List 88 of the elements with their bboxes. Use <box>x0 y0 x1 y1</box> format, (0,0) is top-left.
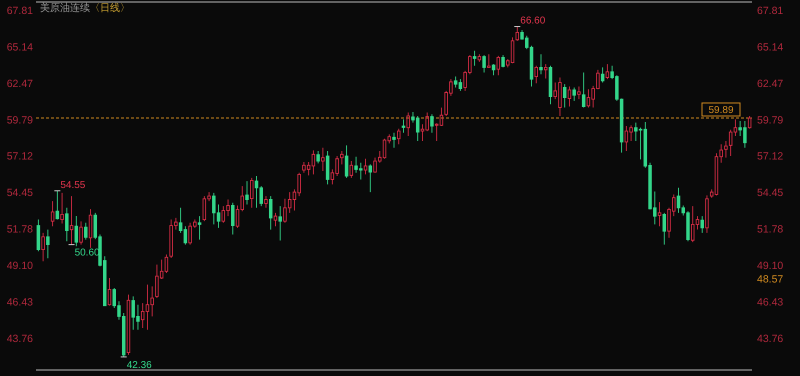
y2-tick-label: 59.79 <box>757 114 784 126</box>
candlestick <box>126 294 130 356</box>
ref-line-label: 59.89 <box>708 104 734 116</box>
candlestick <box>41 232 45 262</box>
candlestick <box>198 216 202 240</box>
y2-tick-label: 51.78 <box>757 224 784 236</box>
candlestick <box>65 207 69 242</box>
y-tick-label: 46.43 <box>6 296 34 308</box>
candlestick <box>50 200 54 227</box>
candlestick <box>406 112 410 136</box>
candlestick <box>56 190 60 220</box>
candlestick <box>274 212 278 227</box>
y-tick-label: 57.12 <box>6 150 34 163</box>
y2-tick-label: 62.47 <box>757 78 784 90</box>
candlestick <box>572 87 576 102</box>
candlestick <box>108 278 112 306</box>
y-tick-label: 59.79 <box>6 114 34 126</box>
annotation: 54.55 <box>60 180 86 191</box>
candlestick <box>705 194 709 234</box>
candlestick <box>577 86 581 100</box>
candlestick <box>700 216 704 234</box>
candlestick <box>350 160 354 178</box>
candlestick <box>70 196 74 246</box>
candlestick <box>268 196 272 230</box>
candlestick <box>344 144 348 178</box>
y-tick-label: 54.45 <box>6 187 34 200</box>
y-tick-label: 65.14 <box>6 41 34 54</box>
candlestick <box>662 212 666 246</box>
candlestick <box>600 66 604 83</box>
candlestick <box>501 54 505 68</box>
candlestick <box>264 196 268 208</box>
y2-tick-label: 65.14 <box>757 41 784 54</box>
y2-tick-label: 57.12 <box>757 150 784 163</box>
text: 48.57 <box>757 273 784 286</box>
y-tick-label: 49.10 <box>6 260 34 272</box>
candlestick <box>430 114 434 134</box>
candlestick <box>60 192 64 224</box>
chart-subtitle: 〈日线〉 <box>90 2 130 14</box>
candlestick <box>368 164 372 193</box>
candlestick <box>487 54 491 68</box>
candlestick <box>250 177 254 208</box>
y-tick-label: 67.81 <box>6 5 34 18</box>
candlestick <box>582 72 586 108</box>
candlestick <box>562 84 566 108</box>
candlestick <box>606 64 610 80</box>
candlestick <box>482 54 486 73</box>
candlestick <box>492 64 496 76</box>
candlestick <box>278 206 282 241</box>
candlestick <box>321 147 325 172</box>
candlestick <box>340 150 344 165</box>
annotation: 42.36 <box>126 360 152 371</box>
candlestick <box>748 115 752 130</box>
candlestick <box>548 65 552 105</box>
candlestick <box>326 150 330 185</box>
y2-tick-label: 67.81 <box>757 5 784 18</box>
candlestick <box>534 65 538 84</box>
annotation: 66.60 <box>520 16 546 27</box>
candlestick <box>496 55 500 76</box>
candlestick <box>568 86 572 107</box>
y-tick-label: 51.78 <box>6 224 34 236</box>
y-tick-label: 62.47 <box>6 78 34 90</box>
candlestick <box>539 54 543 75</box>
candlestick <box>364 158 368 175</box>
y2-tick-label: 43.76 <box>757 332 784 345</box>
chart-title: 美原油连续 <box>40 2 90 14</box>
candlestick <box>46 229 50 259</box>
candlestick <box>316 150 320 164</box>
candlestick <box>544 64 548 79</box>
candlestick <box>472 50 476 66</box>
candlestick <box>88 208 92 248</box>
y2-tick-label: 46.43 <box>757 296 784 308</box>
candlestick <box>658 202 662 227</box>
candlestick <box>402 118 406 134</box>
candlestick <box>79 220 83 246</box>
annotation: 50.60 <box>74 248 100 259</box>
candlestick <box>36 219 40 252</box>
candlestick <box>245 180 249 205</box>
candlestick <box>231 202 235 235</box>
candlestick <box>84 222 88 240</box>
candlestick <box>396 128 400 145</box>
candlestick <box>478 54 482 62</box>
candlestick <box>74 216 78 247</box>
y2-tick-label: 54.45 <box>757 187 784 200</box>
y-tick-label: 43.76 <box>6 332 34 345</box>
candlestick <box>392 132 396 148</box>
y2-tick-label: 49.10 <box>757 260 784 272</box>
ref-label: 59.89 <box>702 102 740 116</box>
candlestick <box>516 26 520 42</box>
